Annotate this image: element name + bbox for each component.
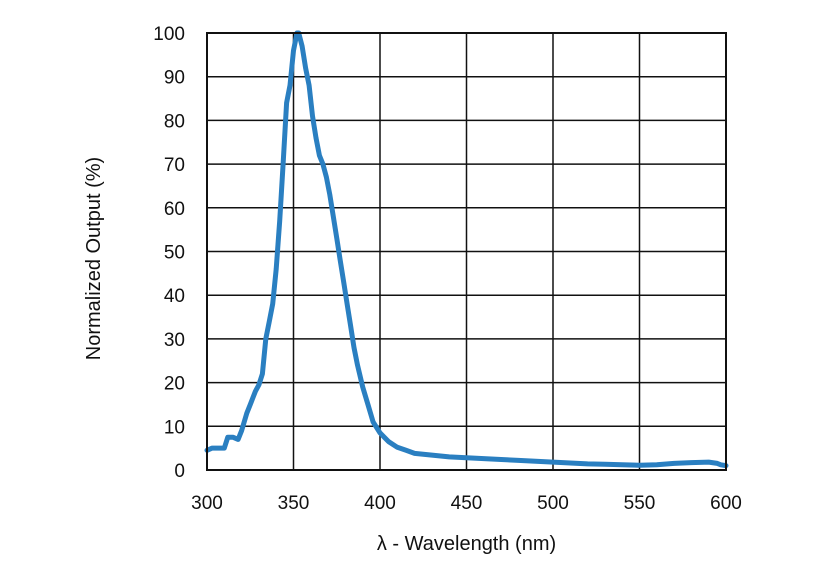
- x-tick-label: 300: [191, 493, 223, 514]
- x-tick-label: 350: [278, 493, 310, 514]
- y-tick-label: 50: [164, 243, 185, 264]
- y-tick-label: 0: [174, 461, 185, 482]
- y-tick-label: 60: [164, 199, 185, 220]
- x-tick-label: 500: [537, 493, 569, 514]
- y-tick-label: 90: [164, 68, 185, 89]
- y-tick-label: 100: [153, 24, 185, 45]
- x-tick-label: 450: [451, 493, 483, 514]
- tick-labels: 300 350 400 450 500 550 600 0 10 20 30 40 50 60 70 80 90…: [153, 24, 742, 514]
- series-line: [204, 30, 729, 469]
- y-tick-label: 10: [164, 417, 185, 438]
- plot-frame: [206, 32, 727, 471]
- y-axis-label: Normalized Output (%): [83, 157, 105, 360]
- x-tick-label: 400: [364, 493, 396, 514]
- y-tick-label: 80: [164, 111, 185, 132]
- y-tick-label: 70: [164, 155, 185, 176]
- x-tick-label: 600: [710, 493, 742, 514]
- x-axis-label: λ - Wavelength (nm): [377, 533, 556, 555]
- y-tick-label: 20: [164, 374, 185, 395]
- grid: [206, 32, 727, 471]
- y-tick-label: 40: [164, 286, 185, 307]
- y-tick-label: 30: [164, 330, 185, 351]
- x-tick-label: 550: [624, 493, 656, 514]
